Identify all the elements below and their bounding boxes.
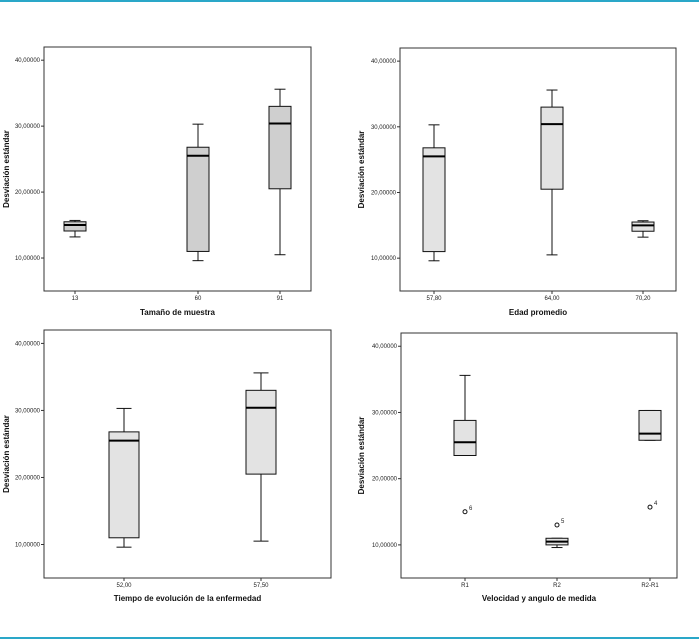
top-accent-rule [0, 0, 699, 2]
iqr-box [631, 221, 655, 232]
iqr-box [422, 147, 446, 253]
iqr-box [108, 431, 140, 539]
outlier-point [462, 509, 468, 515]
box-70,20: 70,20 [631, 220, 655, 302]
y-tick-label: 40,00000 [15, 341, 41, 347]
box-R2-R1: R2-R1 4 [638, 409, 662, 589]
outlier-point [554, 522, 560, 528]
box-57,50: 57,50 [245, 372, 277, 589]
iqr-box [453, 419, 477, 456]
bottom-accent-rule [0, 637, 699, 639]
box-R2: R2 5 [545, 519, 569, 589]
y-tick-label: 10,00000 [372, 543, 398, 549]
box-91: 91 [268, 88, 292, 302]
box-13: 13 [63, 219, 87, 302]
y-tick-label: 10,00000 [371, 256, 397, 262]
iqr-box [186, 146, 210, 252]
x-tick-label: R2 [553, 583, 561, 589]
x-axis-title: Velocidad y angulo de medida [482, 594, 597, 603]
y-tick-label: 40,00000 [15, 58, 41, 64]
chart-panel-3: 10,00000 20,00000 30,00000 40,00000 Desviaci… [2, 329, 332, 603]
chart-panel-4: 10,00000 20,00000 30,00000 40,00000 Desviaci… [357, 332, 678, 603]
outlier-label: 4 [654, 501, 658, 507]
y-tick-label: 30,00000 [372, 410, 398, 416]
chart-panel-1: 10,00000 20,00000 30,00000 40,00000 Desviaci… [2, 46, 312, 317]
y-tick-label: 40,00000 [372, 344, 398, 350]
y-axis-title: Desviación estándar [2, 130, 11, 208]
y-tick-label: 10,00000 [15, 542, 41, 548]
x-tick-label: 57,80 [426, 296, 442, 302]
plot-frame [400, 332, 678, 579]
iqr-box [540, 106, 564, 190]
x-tick-label: R1 [461, 583, 469, 589]
iqr-box [268, 105, 292, 190]
outlier-label: 6 [469, 506, 473, 512]
box-57,80: 57,80 [422, 124, 446, 302]
outlier-label: 5 [561, 519, 565, 525]
x-tick-label: 60 [195, 296, 202, 302]
box-60: 60 [186, 123, 210, 302]
box-64,00: 64,00 [540, 89, 564, 302]
x-tick-label: 13 [72, 296, 79, 302]
y-tick-label: 10,00000 [15, 256, 41, 262]
plot-frame [43, 329, 332, 579]
outlier-point [647, 504, 653, 510]
x-axis-title: Tiempo de evolución de la enfermedad [114, 594, 262, 603]
y-tick-label: 30,00000 [15, 408, 41, 414]
y-axis-title: Desviación estándar [2, 415, 11, 493]
x-axis-title: Edad promedio [509, 308, 567, 317]
y-tick-label: 20,00000 [15, 190, 41, 196]
y-tick-label: 30,00000 [371, 125, 397, 131]
x-axis-title: Tamaño de muestra [140, 308, 216, 317]
y-tick-label: 20,00000 [372, 477, 398, 483]
x-tick-label: 64,00 [544, 296, 560, 302]
y-axis-title: Desviación estándar [357, 131, 366, 209]
chart-panel-2: 10,00000 20,00000 30,00000 40,00000 Desviaci… [357, 47, 677, 317]
box-R1: R1 6 [453, 374, 477, 589]
iqr-box [245, 389, 277, 475]
y-tick-label: 30,00000 [15, 124, 41, 130]
plot-frame [43, 46, 312, 292]
iqr-box [63, 221, 87, 232]
y-tick-label: 40,00000 [371, 59, 397, 65]
y-tick-label: 20,00000 [15, 475, 41, 481]
y-tick-label: 20,00000 [371, 190, 397, 196]
x-tick-label: 52,00 [116, 583, 132, 589]
x-tick-label: 91 [277, 296, 284, 302]
y-axis-title: Desviación estándar [357, 417, 366, 495]
x-tick-label: 70,20 [635, 296, 651, 302]
x-tick-label: R2-R1 [641, 583, 659, 589]
box-52,00: 52,00 [108, 407, 140, 589]
plot-frame [399, 47, 677, 292]
iqr-box [638, 409, 662, 441]
x-tick-label: 57,50 [253, 583, 269, 589]
